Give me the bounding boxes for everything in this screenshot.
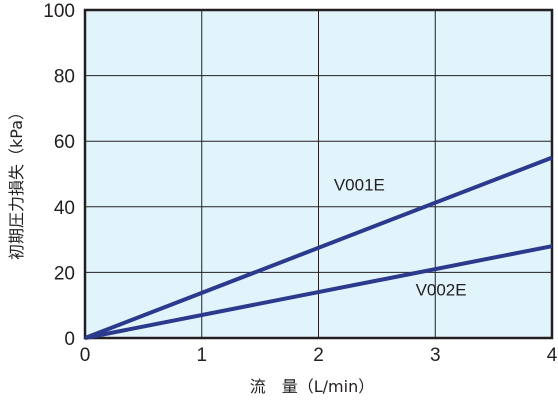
series-label-v002e: V002E [416, 280, 467, 299]
x-axis-label: 流 量（L/min） [250, 377, 374, 396]
grid-lines [85, 10, 552, 338]
x-tick-label: 2 [313, 345, 324, 366]
x-tick-label: 0 [80, 345, 91, 366]
y-tick-label: 80 [54, 67, 75, 88]
y-axis-label: 初期圧力損失（kPa） [7, 104, 26, 260]
plot-frame [83, 8, 554, 340]
series-layer: V001E V002E [84, 155, 553, 340]
y-tick-label: 40 [54, 198, 75, 219]
x-tick-label: 1 [196, 345, 207, 366]
y-tick-label: 20 [54, 263, 75, 284]
x-tick-label: 3 [430, 345, 441, 366]
y-tick-label: 60 [54, 132, 75, 153]
y-tick-label: 0 [64, 329, 75, 350]
x-tick-label: 4 [547, 345, 558, 366]
series-label-v001e: V001E [334, 175, 385, 194]
y-tick-label: 100 [43, 1, 75, 22]
y-axis-ticks: 0 20 40 60 80 100 [43, 1, 75, 350]
x-axis-ticks: 0 1 2 3 4 [80, 345, 558, 366]
series-line-v002e [84, 244, 553, 340]
series-line-v001e [84, 155, 553, 340]
